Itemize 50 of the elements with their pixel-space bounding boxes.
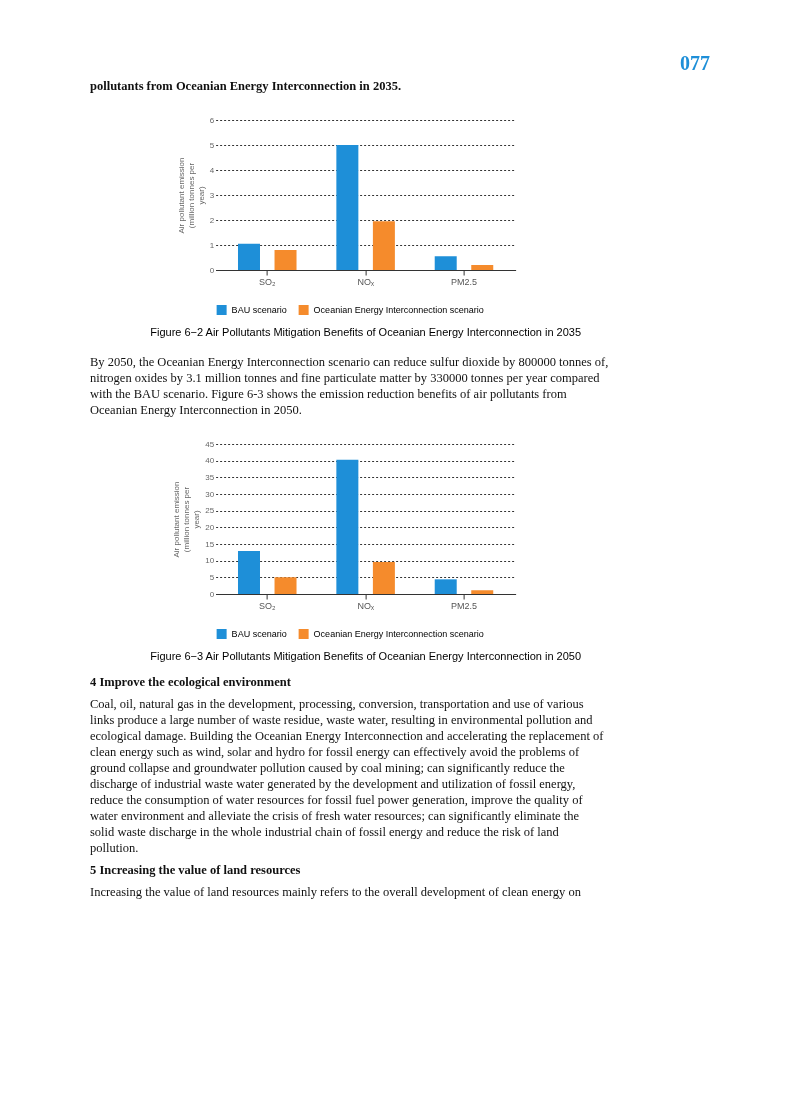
x-tick-label: SO₂ [259, 276, 277, 287]
text: Increasing the value of land resources mainly refers to the overall development of clean energy on [90, 885, 582, 899]
bar [238, 551, 260, 594]
text: 077 [680, 52, 710, 74]
y-axis-title: Air pollutant emission (million tonnes per year) [176, 157, 206, 234]
legend-label: Oceanian Energy Interconnection scenario [313, 305, 484, 315]
y-tick-label: 0 [209, 265, 215, 275]
text: By 2050, the Oceanian Energy Interconnection scenario can reduce sulfur dioxide by 800000 tonnes of, nitrogen oxides by 3.1 million tonnes and fine particulate matter by 330000 tonnes per year compared with the BAU scenario. Figure 6-3 shows the emission reduction benefits of air pollutants from Oceanian Energy Interconnection in 2050. [90, 355, 609, 417]
legend-label: BAU scenario [231, 629, 287, 639]
x-tick-label: NOₓ [357, 600, 374, 611]
text: Figure 6−2 Air Pollutants Mitigation Benefits of Oceanian Energy Interconnection in 2035 [150, 326, 582, 338]
bar [336, 459, 359, 594]
y-tick-label: 30 [205, 489, 215, 499]
legend-label: BAU scenario [231, 305, 287, 315]
text: Figure 6−3 Air Pollutants Mitigation Benefits of Oceanian Energy Interconnection in 2050 [150, 650, 582, 662]
legend-label: Oceanian Energy Interconnection scenario [313, 629, 484, 639]
bar [274, 577, 297, 594]
bar [434, 256, 457, 270]
y-tick-label: 4 [209, 165, 215, 175]
x-tick-label: SO₂ [259, 600, 277, 611]
bar [372, 562, 395, 594]
bar [471, 265, 494, 270]
x-tick-label: PM2.5 [450, 276, 477, 287]
y-tick-label: 25 [205, 506, 215, 516]
bar [274, 250, 297, 270]
y-tick-label: 45 [205, 439, 215, 449]
text: Coal, oil, natural gas in the development, processing, conversion, transportation and use of various links produce a large number of waste residue, waste water, resulting in environmental pollution and ecological damage. Building the Oceanian Energy Interconnection and accelerating the replacement of clean energy such as wind, solar and hydro for fossil energy can effectively avoid the problems of ground collapse and groundwater pollution caused by coal mining; can significantly reduce the discharge of industrial waste water generated by the development and utilization of fossil energy, reduce the consumption of water resources for fossil fuel power generation, improve the quality of water environment and alleviate the crisis of fresh water resources; can significantly eliminate the solid waste discharge in the whole industrial chain of fossil energy and reduce the risk of land pollution. [90, 697, 604, 855]
bar [238, 243, 260, 270]
text: 4 Improve the ecological environment [90, 675, 292, 689]
y-tick-label: 6 [209, 115, 215, 125]
y-tick-label: 20 [205, 522, 215, 532]
bar [434, 579, 457, 594]
bar [336, 145, 359, 270]
y-tick-label: 3 [209, 190, 215, 200]
text: pollutants from Oceanian Energy Interconnection in 2035. [90, 79, 402, 93]
bar [471, 590, 494, 594]
y-tick-label: 15 [205, 539, 215, 549]
y-tick-label: 10 [205, 556, 215, 566]
x-tick-label: PM2.5 [450, 600, 477, 611]
x-tick-label: NOₓ [357, 276, 374, 287]
y-tick-label: 5 [209, 140, 215, 150]
y-tick-label: 2 [209, 215, 215, 225]
y-axis-title: Air pollutant emission (million tonnes per year) [172, 481, 202, 558]
bar [372, 221, 395, 270]
y-tick-label: 0 [209, 589, 215, 599]
y-tick-label: 1 [209, 240, 215, 250]
y-tick-label: 40 [205, 456, 215, 466]
y-tick-label: 5 [209, 572, 215, 582]
text: 5 Increasing the value of land resources [90, 863, 301, 877]
y-tick-label: 35 [205, 472, 215, 482]
